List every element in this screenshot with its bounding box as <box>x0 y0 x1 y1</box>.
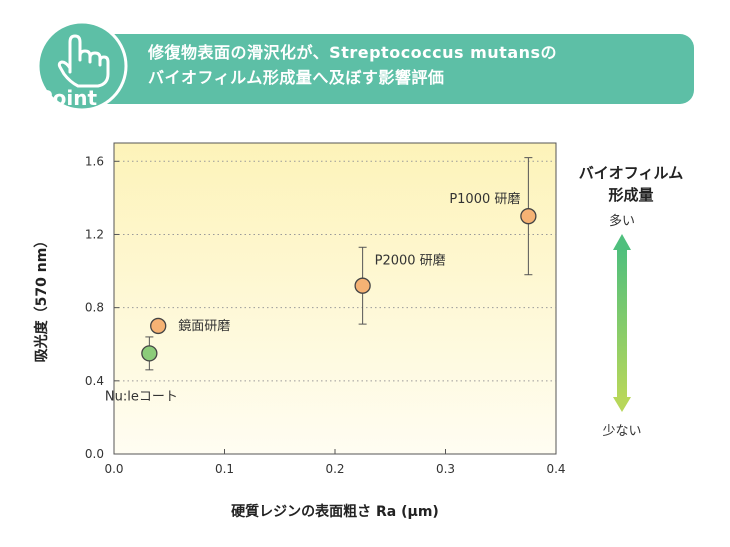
banner-title: 修復物表面の滑沢化が、Streptococcus mutansの バイオフィルム… <box>148 40 688 90</box>
point-badge <box>36 20 128 112</box>
data-point <box>520 208 537 225</box>
scale-arrow-up-head <box>613 234 631 250</box>
plot-area <box>113 142 557 455</box>
x-tick-label: 0.3 <box>436 462 455 476</box>
x-tick-label: 0.1 <box>215 462 234 476</box>
scale-arrow-down-head <box>613 397 631 412</box>
scale-title-line2: 形成量 <box>608 186 654 204</box>
y-axis-label: 吸光度（570 nm） <box>33 234 50 363</box>
scale-title-line1: バイオフィルム <box>578 164 684 182</box>
y-tick-label: 1.2 <box>85 227 104 241</box>
data-label: Nu:leコート <box>105 389 178 404</box>
x-tick-label: 0.4 <box>546 462 565 476</box>
scale-low-label: 少ない <box>602 424 642 439</box>
y-tick-label: 0.0 <box>85 447 104 461</box>
y-tick-label: 0.4 <box>85 374 104 388</box>
data-point <box>354 277 371 294</box>
x-tick-label: 0.0 <box>104 462 123 476</box>
banner-title-line1: 修復物表面の滑沢化が、Streptococcus mutansの <box>148 43 558 62</box>
banner-title-line2: バイオフィルム形成量へ及ぼす影響評価 <box>148 68 445 87</box>
data-point <box>141 345 158 362</box>
scale-title: バイオフィルム 形成量 <box>566 162 696 206</box>
x-axis-label: 硬質レジンの表面粗さ Ra (μm) <box>231 503 439 520</box>
x-tick-label: 0.2 <box>325 462 344 476</box>
data-point <box>150 317 167 335</box>
data-label: P2000 研磨 <box>375 254 446 269</box>
hand-pointer-icon <box>57 34 110 88</box>
scale-high-label: 多い <box>608 214 635 229</box>
data-label: 鏡面研磨 <box>178 319 230 334</box>
scale-arrow <box>613 234 631 412</box>
title-banner <box>78 34 694 104</box>
y-tick-label: 1.6 <box>85 154 104 168</box>
point-label: Point <box>38 86 98 110</box>
scale-arrow-shaft <box>617 249 627 398</box>
data-label: P1000 研磨 <box>449 192 520 207</box>
y-tick-label: 0.8 <box>85 301 104 315</box>
